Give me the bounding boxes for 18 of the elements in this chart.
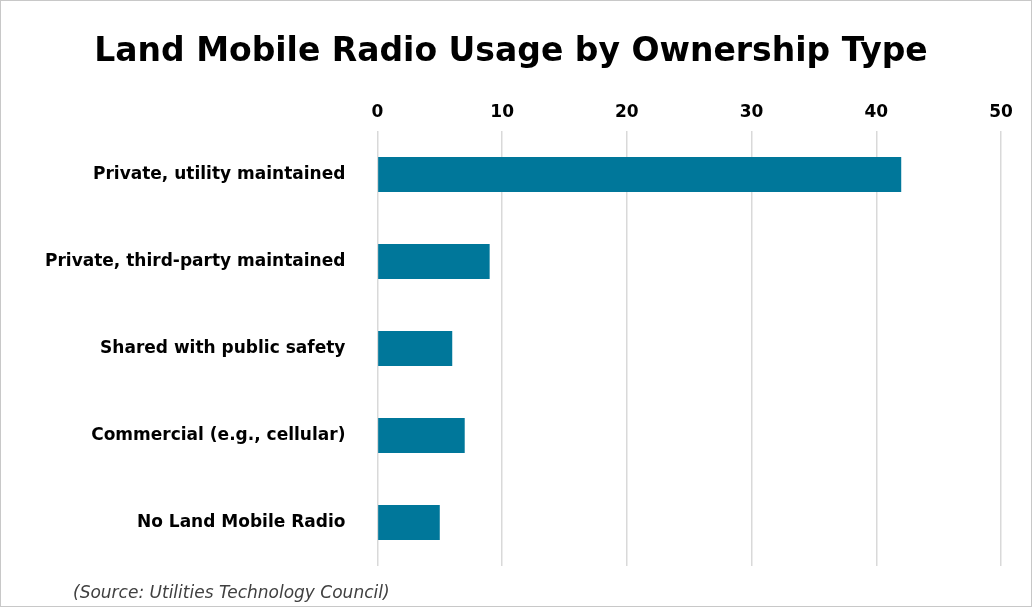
y-tick-label: Private, third-party maintained	[44, 249, 346, 270]
x-tick-label: 20	[615, 101, 639, 122]
bar	[378, 244, 490, 279]
bar	[378, 331, 453, 366]
bar	[378, 418, 465, 453]
x-tick-label: 50	[989, 101, 1013, 122]
y-tick-label: Commercial (e.g., cellular)	[91, 423, 346, 444]
y-tick-label: Shared with public safety	[100, 336, 346, 357]
x-tick-label: 30	[739, 101, 764, 122]
x-tick-label: 40	[864, 101, 889, 122]
bar	[378, 505, 440, 540]
chart-title: Land Mobile Radio Usage by Ownership Type	[94, 30, 928, 70]
text: (Source: Utilities Technology Council)	[73, 581, 390, 602]
y-tick-label: No Land Mobile Radio	[136, 510, 346, 531]
x-tick-label: 10	[490, 101, 515, 122]
bar	[378, 157, 902, 192]
y-tick-label: Private, utility maintained	[92, 162, 346, 183]
x-tick-label: 0	[371, 101, 384, 122]
